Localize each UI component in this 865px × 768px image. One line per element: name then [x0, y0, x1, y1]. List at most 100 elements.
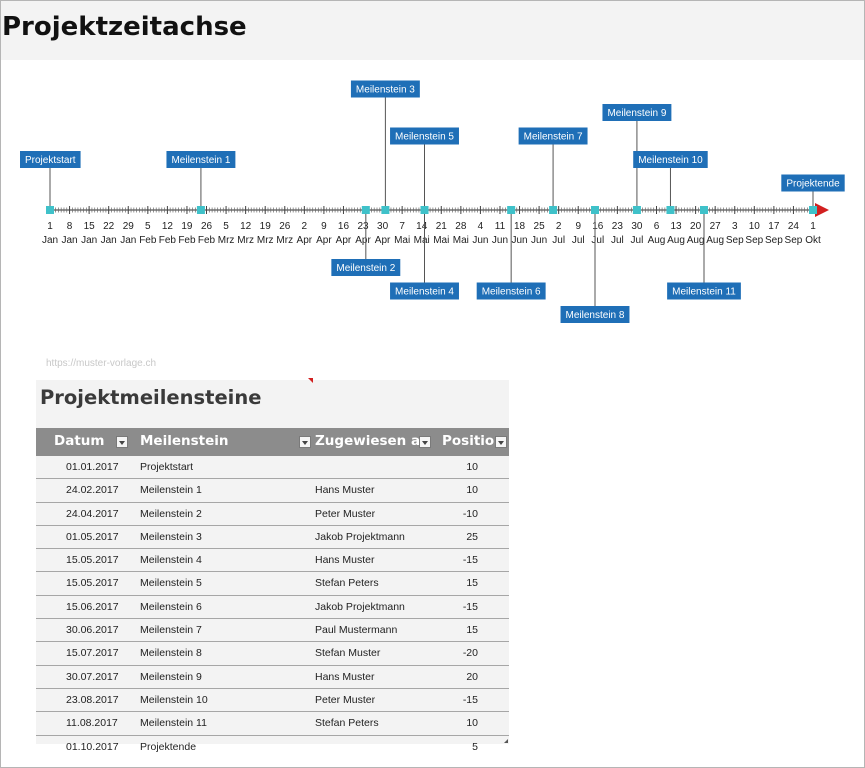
table-row[interactable]: 11.08.2017 Meilenstein 11 Stefan Peters 10 [36, 712, 509, 736]
milestone-point[interactable] [196, 206, 205, 214]
milestone-point[interactable] [591, 206, 599, 214]
cell-milestone[interactable]: Meilenstein 3 [140, 530, 202, 543]
milestone-label-box[interactable] [518, 127, 588, 145]
cell-assignee[interactable]: Jakob Projektmann [315, 530, 405, 543]
cell-position[interactable]: 10 [466, 717, 478, 730]
milestone-marker[interactable] [381, 89, 390, 214]
table-row[interactable]: 01.10.2017 Projektende 5 [36, 736, 509, 758]
cell-assignee[interactable]: Jakob Projektmann [315, 600, 405, 613]
cell-date[interactable]: 24.04.2017 [66, 507, 119, 520]
cell-assignee[interactable]: Stefan Peters [315, 577, 379, 590]
milestone-label-box[interactable] [560, 306, 630, 323]
milestone-point[interactable] [632, 206, 641, 214]
cell-position[interactable]: -10 [462, 507, 478, 520]
table-row[interactable]: 01.05.2017 Meilenstein 3 Jakob Projektmann… [36, 526, 509, 550]
cell-date[interactable]: 15.05.2017 [66, 554, 119, 567]
filter-dropdown-date[interactable] [116, 436, 128, 448]
cell-position[interactable]: -15 [462, 554, 478, 567]
cell-milestone[interactable]: Meilenstein 11 [140, 717, 207, 730]
cell-date[interactable]: 01.10.2017 [66, 740, 119, 753]
table-row[interactable]: 30.07.2017 Meilenstein 9 Hans Muster 20 [36, 666, 509, 689]
cell-milestone[interactable]: Meilenstein 5 [140, 577, 202, 590]
cell-date[interactable]: 30.06.2017 [66, 624, 119, 637]
cell-position[interactable]: -15 [462, 600, 478, 613]
milestone-point[interactable] [361, 206, 370, 214]
cell-position[interactable]: 15 [466, 577, 478, 590]
cell-assignee[interactable]: Peter Muster [315, 693, 376, 706]
table-row[interactable]: 24.04.2017 Meilenstein 2 Peter Muster -10 [36, 503, 509, 526]
milestone-label-box[interactable] [350, 80, 420, 98]
table-row[interactable]: 15.05.2017 Meilenstein 4 Hans Muster -15 [36, 549, 509, 573]
cell-assignee[interactable]: Stefan Muster [315, 647, 381, 660]
cell-milestone[interactable]: Meilenstein 1 [140, 484, 202, 497]
milestone-marker[interactable] [700, 206, 708, 291]
milestone-label-box[interactable] [476, 282, 546, 300]
cell-assignee[interactable]: Stefan Peters [315, 717, 379, 730]
milestone-point[interactable] [46, 206, 54, 214]
cell-assignee[interactable]: Hans Muster [315, 670, 375, 683]
table-row[interactable]: 23.08.2017 Meilenstein 10 Peter Muster -15 [36, 689, 509, 713]
cell-date[interactable]: 01.05.2017 [66, 530, 119, 543]
cell-assignee[interactable]: Hans Muster [315, 484, 375, 497]
cell-date[interactable]: 15.06.2017 [66, 600, 119, 613]
cell-date[interactable]: 24.02.2017 [66, 484, 119, 497]
milestone-point[interactable] [809, 206, 817, 214]
cell-position[interactable]: 25 [466, 530, 478, 543]
milestone-point[interactable] [381, 206, 390, 214]
milestone-marker[interactable] [361, 206, 370, 268]
cell-position[interactable]: -15 [462, 693, 478, 706]
milestone-marker[interactable] [420, 136, 429, 214]
cell-date[interactable]: 15.05.2017 [66, 577, 119, 590]
cell-position[interactable]: 5 [472, 740, 478, 753]
cell-position[interactable]: 20 [466, 670, 478, 683]
table-row[interactable]: 15.05.2017 Meilenstein 5 Stefan Peters 15 [36, 572, 509, 596]
milestone-point[interactable] [420, 206, 429, 214]
milestone-label-box[interactable] [781, 174, 845, 192]
milestone-label-box[interactable] [633, 151, 708, 168]
table-row[interactable]: 15.06.2017 Meilenstein 6 Jakob Projektmann… [36, 596, 509, 620]
milestone-label-box[interactable] [166, 151, 236, 168]
table-resize-handle[interactable] [504, 739, 508, 743]
cell-assignee[interactable]: Paul Mustermann [315, 624, 398, 637]
filter-dropdown-position[interactable] [495, 436, 507, 448]
table-row[interactable]: 30.06.2017 Meilenstein 7 Paul Mustermann 15 [36, 619, 509, 643]
milestone-point[interactable] [507, 206, 516, 214]
milestone-point[interactable] [549, 206, 558, 214]
milestone-marker[interactable] [549, 136, 558, 214]
table-row[interactable]: 01.01.2017 Projektstart 10 [36, 456, 509, 480]
cell-position[interactable]: 10 [466, 484, 478, 497]
filter-dropdown-milestone[interactable] [299, 436, 311, 448]
cell-milestone[interactable]: Meilenstein 4 [140, 554, 202, 567]
cell-assignee[interactable]: Peter Muster [315, 507, 376, 520]
cell-position[interactable]: 15 [466, 624, 478, 637]
cell-milestone[interactable]: Meilenstein 10 [140, 693, 208, 706]
cell-milestone[interactable]: Meilenstein 8 [140, 647, 202, 660]
cell-milestone[interactable]: Meilenstein 7 [140, 624, 202, 637]
milestone-label-box[interactable] [602, 104, 672, 121]
milestone-label-box[interactable] [20, 151, 81, 168]
milestone-marker[interactable] [420, 206, 429, 291]
cell-date[interactable]: 23.08.2017 [66, 693, 119, 706]
filter-dropdown-assignee[interactable] [419, 436, 431, 448]
cell-date[interactable]: 15.07.2017 [66, 647, 119, 660]
milestone-point[interactable] [666, 206, 675, 214]
cell-position[interactable]: 10 [466, 461, 478, 473]
cell-milestone[interactable]: Meilenstein 2 [140, 507, 202, 520]
milestone-label-box[interactable] [331, 259, 401, 276]
cell-milestone[interactable]: Projektstart [140, 461, 194, 473]
cell-milestone[interactable]: Meilenstein 9 [140, 670, 202, 683]
milestone-point[interactable] [700, 206, 708, 214]
table-row[interactable]: 24.02.2017 Meilenstein 1 Hans Muster 10 [36, 479, 509, 503]
milestone-label-box[interactable] [390, 127, 459, 145]
cell-date[interactable]: 01.01.2017 [66, 461, 119, 473]
cell-assignee[interactable]: Hans Muster [315, 554, 375, 567]
milestone-label-box[interactable] [390, 282, 459, 300]
cell-date[interactable]: 11.08.2017 [66, 717, 118, 730]
cell-milestone[interactable]: Projektende [140, 740, 197, 753]
milestone-label-box[interactable] [667, 282, 741, 300]
milestone-marker[interactable] [507, 206, 516, 291]
cell-date[interactable]: 30.07.2017 [66, 670, 119, 683]
milestone-marker[interactable] [591, 206, 599, 315]
cell-position[interactable]: -20 [462, 647, 478, 660]
cell-milestone[interactable]: Meilenstein 6 [140, 600, 202, 613]
